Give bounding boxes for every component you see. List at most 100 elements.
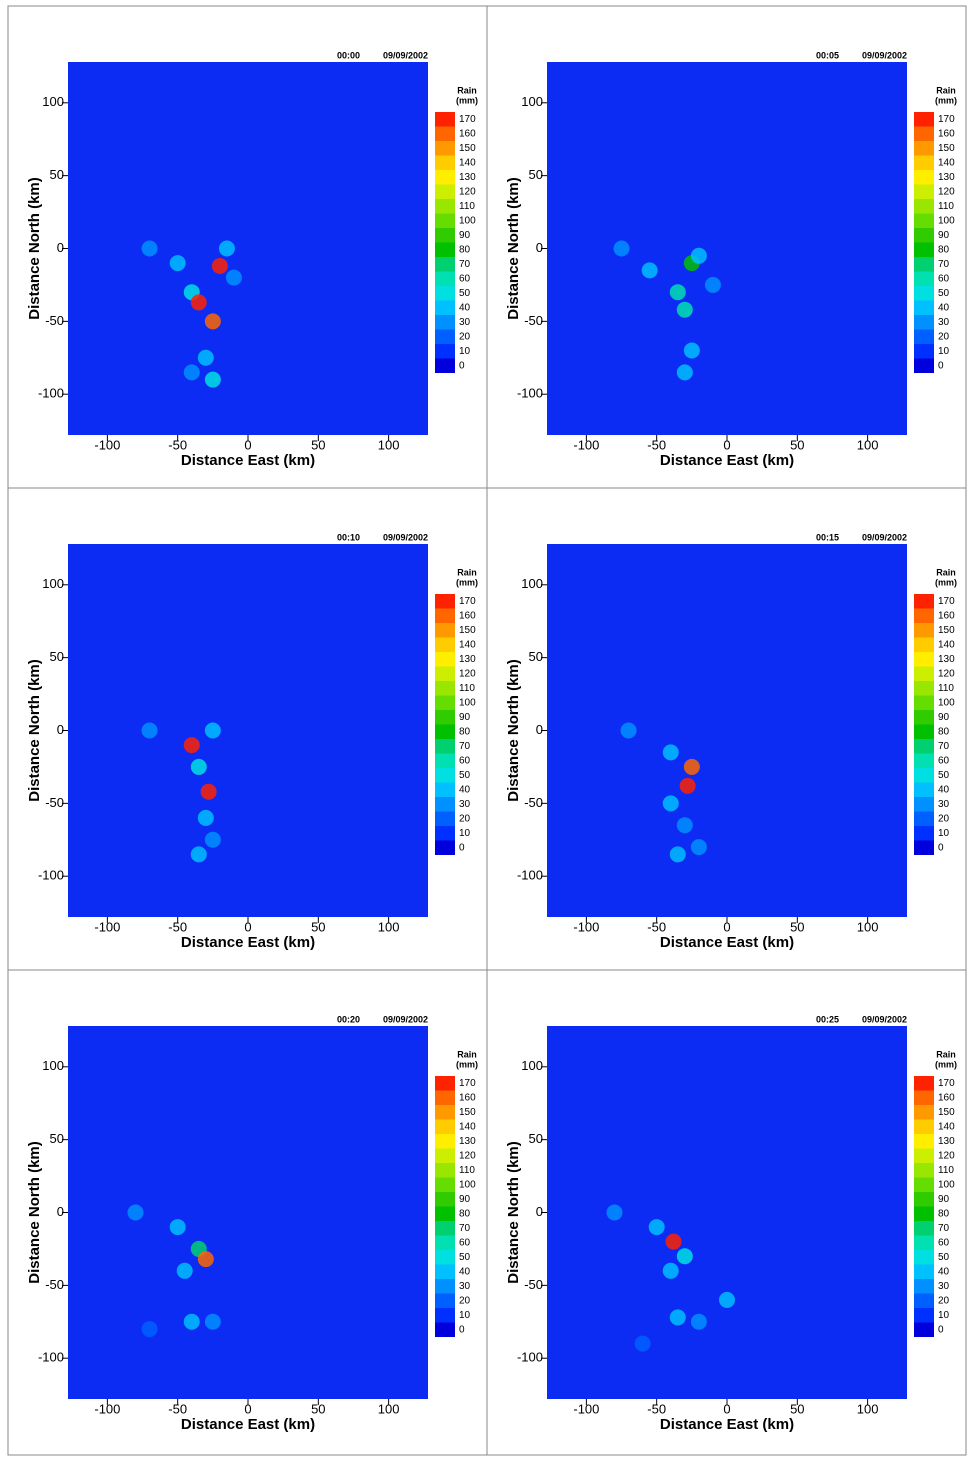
colorbar-label: 140 [459, 639, 476, 650]
colorbar-label: 10 [459, 828, 471, 839]
rain-cell [683, 758, 700, 775]
colorbar-label: 90 [938, 230, 950, 241]
plot-area [68, 1026, 428, 1399]
colorbar-swatch [435, 300, 455, 315]
x-axis-label: Distance East (km) [660, 934, 794, 951]
colorbar-label: 130 [459, 172, 476, 183]
y-tick-label: 0 [57, 722, 64, 737]
x-tick-label: 100 [857, 1401, 879, 1416]
rain-cell [676, 364, 693, 381]
y-tick-label: 50 [529, 1131, 543, 1146]
colorbar-label: 170 [459, 596, 476, 607]
colorbar-title: (mm) [456, 95, 478, 105]
colorbar-label: 160 [938, 128, 955, 139]
colorbar-swatch [914, 782, 934, 797]
y-tick-label: -100 [517, 868, 543, 883]
x-tick-label: 50 [311, 919, 325, 934]
y-tick-label: 50 [529, 649, 543, 664]
colorbar-swatch [914, 826, 934, 841]
colorbar-swatch [914, 344, 934, 359]
y-axis-label: Distance North (km) [505, 177, 522, 320]
colorbar-swatch [435, 242, 455, 257]
colorbar-swatch [914, 1235, 934, 1250]
colorbar-swatch [914, 155, 934, 170]
colorbar-label: 170 [938, 596, 955, 607]
colorbar-swatch [914, 228, 934, 243]
colorbar-swatch [435, 271, 455, 286]
rain-cell [225, 269, 242, 286]
rain-cell [183, 364, 200, 381]
colorbar-swatch [435, 1105, 455, 1120]
x-tick-label: 0 [723, 1401, 730, 1416]
colorbar-label: 70 [459, 741, 471, 752]
colorbar-label: 50 [459, 770, 471, 781]
x-axis-label: Distance East (km) [181, 1416, 315, 1433]
colorbar-label: 70 [938, 741, 950, 752]
colorbar-label: 140 [938, 639, 955, 650]
colorbar-label: 90 [459, 1194, 471, 1205]
colorbar-label: 140 [938, 1121, 955, 1132]
x-tick-label: 100 [378, 437, 400, 452]
colorbar-label: 160 [459, 610, 476, 621]
colorbar-swatch [914, 170, 934, 185]
colorbar-label: 120 [459, 668, 476, 679]
x-tick-label: -50 [647, 437, 666, 452]
rain-cell [683, 342, 700, 359]
colorbar-label: 120 [459, 186, 476, 197]
y-tick-label: -100 [517, 386, 543, 401]
date-label: 09/09/2002 [862, 532, 907, 542]
colorbar-label: 130 [938, 172, 955, 183]
colorbar-swatch [914, 797, 934, 812]
colorbar-swatch [435, 826, 455, 841]
colorbar-swatch [914, 358, 934, 373]
colorbar-title: (mm) [935, 577, 957, 587]
colorbar-label: 70 [459, 1223, 471, 1234]
colorbar-label: 0 [938, 1324, 944, 1335]
colorbar-label: 50 [459, 1252, 471, 1263]
x-tick-label: -50 [647, 1401, 666, 1416]
colorbar-swatch [914, 1177, 934, 1192]
colorbar-swatch [914, 257, 934, 272]
x-axis-label: Distance East (km) [660, 1416, 794, 1433]
y-tick-label: -50 [45, 795, 64, 810]
colorbar-label: 170 [459, 114, 476, 125]
rain-cell [204, 313, 221, 330]
rain-cell [197, 1251, 214, 1268]
colorbar-label: 70 [938, 1223, 950, 1234]
colorbar-label: 60 [459, 273, 471, 284]
rain-cell [662, 744, 679, 761]
rain-cell [704, 276, 721, 293]
rain-cell [669, 1309, 686, 1326]
rain-cell [690, 839, 707, 856]
x-tick-label: 50 [790, 437, 804, 452]
y-tick-label: 0 [536, 240, 543, 255]
rain-cell [679, 777, 696, 794]
rain-cell [676, 817, 693, 834]
colorbar-swatch [914, 1105, 934, 1120]
colorbar-label: 120 [938, 1150, 955, 1161]
rain-cell [606, 1204, 623, 1221]
colorbar-swatch [914, 126, 934, 141]
colorbar-swatch [435, 1322, 455, 1337]
colorbar-label: 50 [938, 288, 950, 299]
panel: 00:20 09/09/2002-100 -50 0 50 100-100-5005010… [26, 1014, 478, 1433]
colorbar-label: 150 [938, 1107, 955, 1118]
colorbar-label: 90 [459, 230, 471, 241]
panel: 00:05 09/09/2002-100 -50 0 50 100-100-5005010… [505, 50, 957, 469]
colorbar-label: 50 [938, 770, 950, 781]
colorbar-swatch [435, 1206, 455, 1221]
colorbar-label: 50 [459, 288, 471, 299]
rain-cell [190, 846, 207, 863]
x-tick-label: 0 [244, 1401, 251, 1416]
colorbar-swatch [914, 1264, 934, 1279]
colorbar-label: 80 [938, 244, 950, 255]
colorbar-swatch [435, 768, 455, 783]
x-tick-label: 0 [723, 437, 730, 452]
time-label: 00:25 [816, 1014, 839, 1024]
rain-cell [141, 240, 158, 257]
time-label: 00:05 [816, 50, 839, 60]
date-label: 09/09/2002 [383, 50, 428, 60]
rain-cell [183, 737, 200, 754]
colorbar-label: 120 [938, 668, 955, 679]
colorbar-swatch [435, 1221, 455, 1236]
